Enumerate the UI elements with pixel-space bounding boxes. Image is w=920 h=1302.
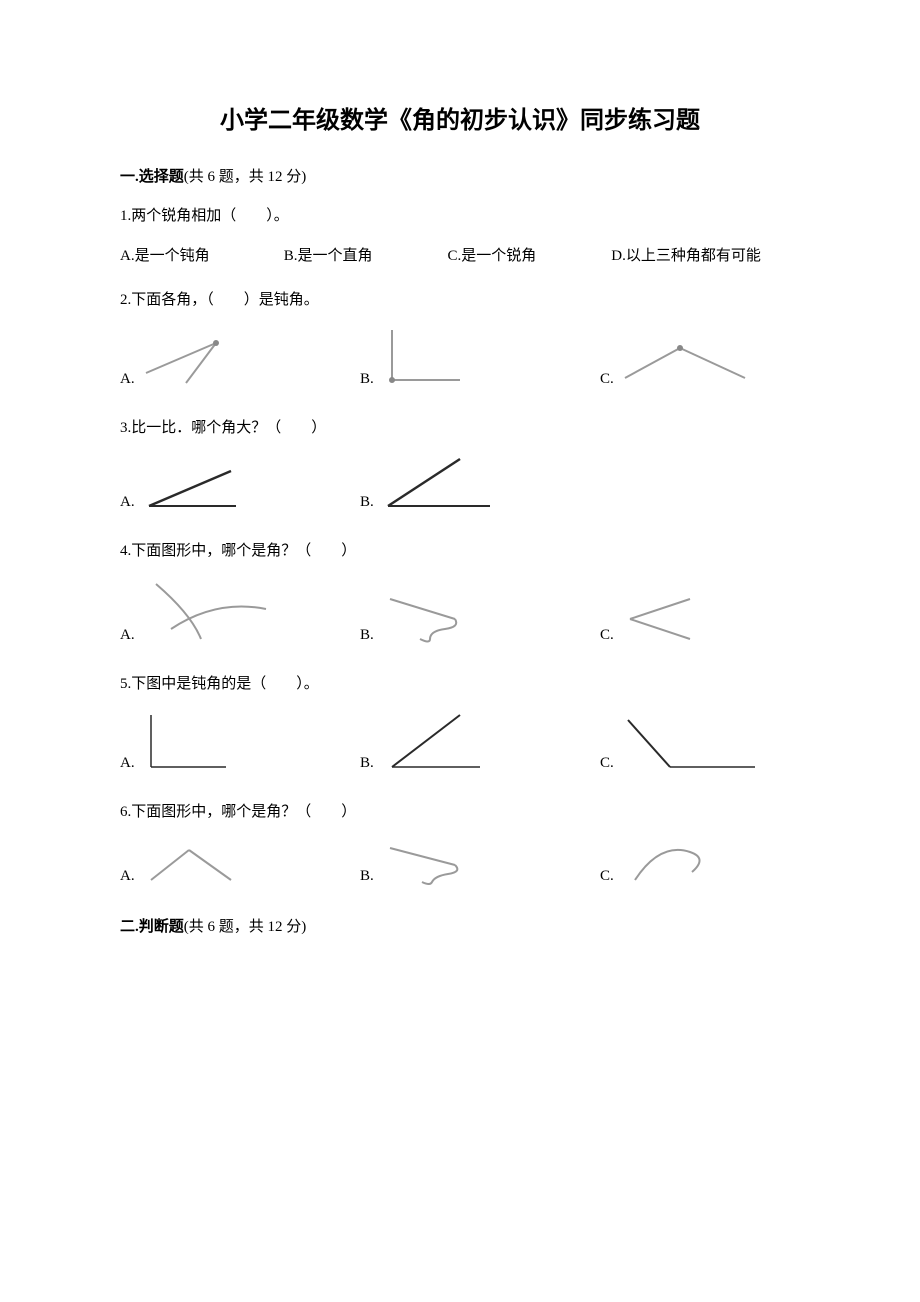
section-2-bold: 二.判断题 xyxy=(120,919,184,935)
q2-text: 2.下面各角，（ ）是钝角。 xyxy=(120,288,800,312)
page-title: 小学二年级数学《角的初步认识》同步练习题 xyxy=(120,100,800,135)
q4-text: 4.下面图形中，哪个是角？（ ） xyxy=(120,539,800,563)
q6-opt-c: C. xyxy=(600,840,800,885)
q4-b-label: B. xyxy=(360,627,374,644)
q3-opt-b: B. xyxy=(360,456,590,511)
q1-opt-a: A.是一个钝角 xyxy=(120,244,280,268)
q5-b-figure xyxy=(380,712,490,772)
q1-opt-b: B.是一个直角 xyxy=(284,244,444,268)
q6-opt-a: A. xyxy=(120,845,350,885)
section-1-header: 一.选择题(共 6 题，共 12 分) xyxy=(120,165,800,186)
q6-a-figure xyxy=(141,845,241,885)
q4-a-label: A. xyxy=(120,627,135,644)
section-2-header: 二.判断题(共 6 题，共 12 分) xyxy=(120,915,800,936)
q6-c-label: C. xyxy=(600,868,614,885)
q3-a-figure xyxy=(141,466,251,511)
q1-opt-c: C.是一个锐角 xyxy=(448,244,608,268)
q5-b-label: B. xyxy=(360,755,374,772)
q3-text: 3.比一比．哪个角大？（ ） xyxy=(120,416,800,440)
q5-opt-c: C. xyxy=(600,717,800,772)
q2-a-label: A. xyxy=(120,371,135,388)
q5-text: 5.下图中是钝角的是（ ）。 xyxy=(120,672,800,696)
section-1-rest: (共 6 题，共 12 分) xyxy=(184,169,307,185)
section-2-rest: (共 6 题，共 12 分) xyxy=(184,919,307,935)
q4-c-label: C. xyxy=(600,627,614,644)
q4-a-figure xyxy=(141,579,271,644)
q4-opt-a: A. xyxy=(120,579,350,644)
q6-a-label: A. xyxy=(120,868,135,885)
q2-options: A. B. C. xyxy=(120,328,800,388)
q5-options: A. B. C. xyxy=(120,712,800,772)
q4-c-figure xyxy=(620,594,700,644)
q2-a-figure xyxy=(141,333,241,388)
q5-a-figure xyxy=(141,712,231,772)
section-1-bold: 一.选择题 xyxy=(120,169,184,185)
q4-b-figure xyxy=(380,589,490,644)
q4-opt-b: B. xyxy=(360,589,590,644)
q3-a-label: A. xyxy=(120,494,135,511)
q5-a-label: A. xyxy=(120,755,135,772)
q2-opt-b: B. xyxy=(360,328,590,388)
q5-c-figure xyxy=(620,717,760,772)
q2-c-label: C. xyxy=(600,371,614,388)
q1-text: 1.两个锐角相加（ ）。 xyxy=(120,204,800,228)
q4-options: A. B. C. xyxy=(120,579,800,644)
q4-opt-c: C. xyxy=(600,594,800,644)
q5-opt-b: B. xyxy=(360,712,590,772)
q3-b-label: B. xyxy=(360,494,374,511)
q2-c-figure xyxy=(620,343,750,388)
q6-b-figure xyxy=(380,840,490,885)
q1-options: A.是一个钝角 B.是一个直角 C.是一个锐角 D.以上三种角都有可能 xyxy=(120,244,800,268)
q6-c-figure xyxy=(620,840,710,885)
q3-opt-a: A. xyxy=(120,466,350,511)
q2-opt-c: C. xyxy=(600,343,800,388)
q6-text: 6.下面图形中，哪个是角？（ ） xyxy=(120,800,800,824)
q6-b-label: B. xyxy=(360,868,374,885)
q6-opt-b: B. xyxy=(360,840,590,885)
q2-b-label: B. xyxy=(360,371,374,388)
q2-b-figure xyxy=(380,328,480,388)
q3-b-figure xyxy=(380,456,500,511)
q5-c-label: C. xyxy=(600,755,614,772)
q1-opt-d: D.以上三种角都有可能 xyxy=(611,248,761,264)
q3-options: A. B. xyxy=(120,456,800,511)
q2-opt-a: A. xyxy=(120,333,350,388)
q6-options: A. B. C. xyxy=(120,840,800,885)
q5-opt-a: A. xyxy=(120,712,350,772)
